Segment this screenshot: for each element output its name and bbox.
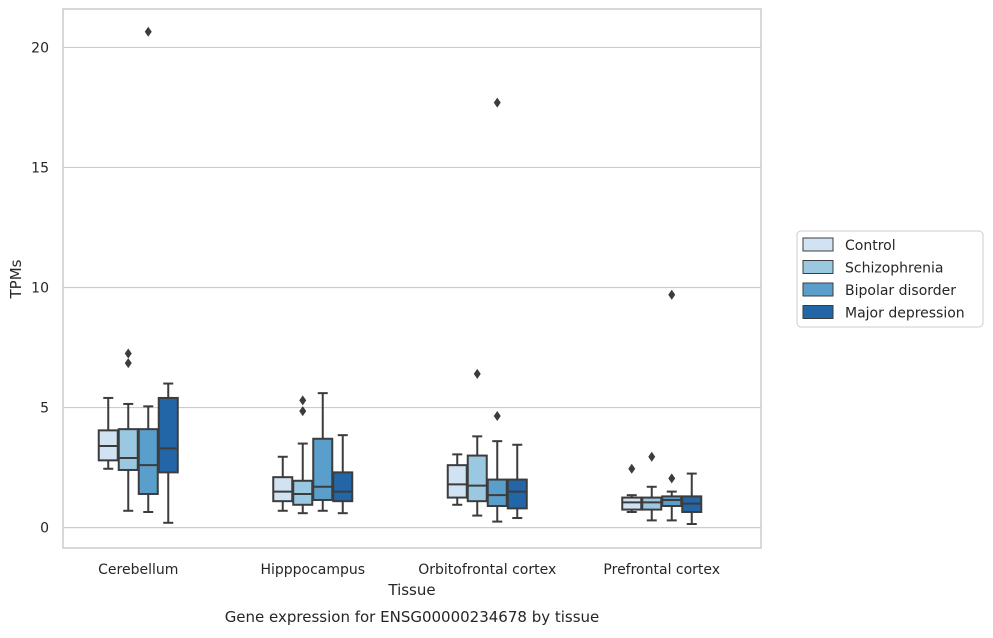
outlier-point	[144, 26, 152, 37]
box	[272, 476, 294, 503]
outlier-point	[628, 463, 636, 474]
box-group	[446, 453, 468, 506]
chart-caption: Gene expression for ENSG00000234678 by t…	[225, 608, 600, 626]
box	[661, 495, 683, 507]
x-tick-label: Orbitofrontal cortex	[418, 562, 556, 578]
box-group	[661, 289, 683, 522]
legend: Control Schizophrenia Bipolar disorder Majo…	[796, 230, 984, 328]
box-group	[157, 382, 179, 524]
box	[446, 464, 468, 499]
box	[486, 478, 508, 507]
box	[641, 496, 663, 511]
outlier-point	[668, 473, 676, 484]
box-group	[332, 434, 354, 515]
box-group	[272, 455, 294, 512]
grid-layer	[63, 46, 761, 529]
box-group	[97, 396, 119, 470]
box	[292, 479, 314, 506]
legend-label: Bipolar disorder	[845, 283, 956, 299]
legend-swatch	[802, 237, 834, 252]
outlier-point	[124, 358, 132, 369]
outlier-point	[493, 410, 501, 421]
plot-frame	[62, 8, 762, 549]
y-tick-label: 10	[31, 281, 49, 297]
y-tick-label: 20	[31, 40, 49, 56]
legend-label: Major depression	[845, 306, 965, 322]
y-axis-label: TPMs	[7, 259, 25, 299]
outlier-point	[299, 395, 307, 406]
box-layer	[97, 26, 703, 525]
box	[621, 496, 643, 511]
y-tick-label: 15	[31, 160, 49, 176]
outlier-point	[493, 97, 501, 108]
box-group	[681, 472, 703, 525]
box-group	[486, 97, 508, 523]
box-group	[137, 26, 159, 513]
x-tick-label: Prefrontal cortex	[603, 562, 720, 578]
x-tick-label: Hipppocampus	[260, 562, 365, 578]
legend-label: Schizophrenia	[845, 261, 943, 277]
box-group	[621, 463, 643, 513]
outlier-point	[124, 348, 132, 359]
axis-layer: 0 5 10 15 20 Cerebellum Hipppocampus Orbitofron…	[31, 40, 720, 578]
outlier-point	[299, 406, 307, 417]
box-group	[117, 348, 139, 512]
box	[157, 396, 179, 474]
legend-swatch	[802, 260, 834, 274]
legend-frame	[796, 230, 984, 328]
legend-label: Control	[845, 238, 896, 254]
y-tick-label: 5	[40, 401, 49, 417]
box-group	[506, 443, 528, 519]
y-tick-label: 0	[40, 521, 49, 537]
outlier-point	[668, 289, 676, 300]
x-tick-label: Cerebellum	[98, 562, 178, 578]
box-group	[312, 392, 334, 512]
box	[466, 454, 488, 503]
legend-swatch	[802, 282, 834, 297]
box-group	[292, 395, 314, 515]
outlier-point	[648, 451, 656, 462]
box	[332, 471, 354, 503]
legend-swatch	[802, 305, 834, 319]
x-axis-label: Tissue	[387, 581, 435, 599]
box	[506, 478, 528, 510]
box	[137, 428, 159, 495]
box	[312, 437, 334, 501]
box-group	[641, 451, 663, 522]
outlier-point	[473, 368, 481, 379]
box-group	[466, 368, 488, 517]
box	[117, 428, 139, 471]
